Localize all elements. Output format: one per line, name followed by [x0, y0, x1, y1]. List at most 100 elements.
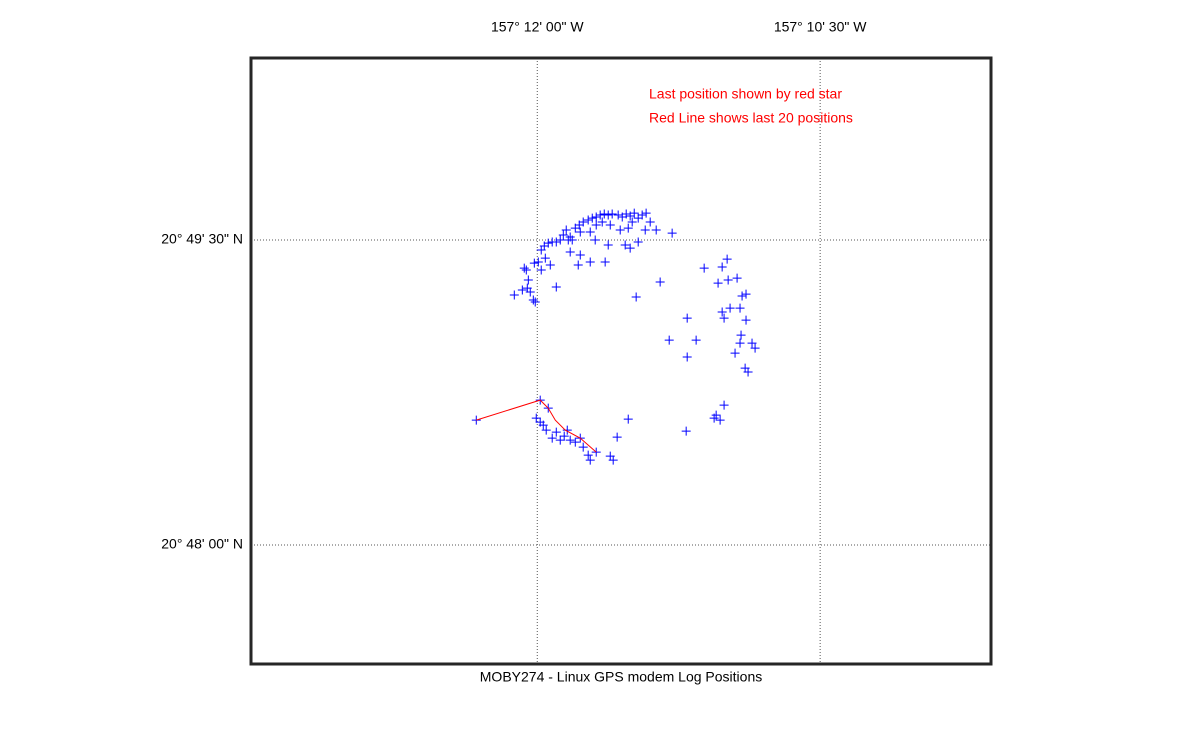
gps-point	[620, 240, 630, 250]
gps-point	[645, 217, 655, 227]
gps-point	[655, 277, 665, 287]
chart-title: MOBY274 - Linux GPS modem Log Positions	[480, 669, 762, 685]
gps-point	[555, 235, 565, 245]
plot-frame	[249, 56, 993, 666]
gps-point	[519, 263, 529, 273]
gps-point	[651, 225, 661, 235]
y-tick-label: 20° 49' 30" N	[161, 231, 243, 247]
gps-point	[591, 220, 601, 230]
annotation: Red Line shows last 20 positions	[649, 110, 853, 126]
gps-point	[735, 338, 745, 348]
gps-point	[533, 257, 543, 267]
gps-point	[578, 442, 588, 452]
gps-point	[540, 253, 550, 263]
gps-point	[600, 257, 610, 267]
gps-point	[587, 213, 597, 223]
gps-point	[625, 243, 635, 253]
gps-point	[567, 235, 577, 245]
x-tick-label: 157° 10' 30" W	[774, 19, 867, 35]
gps-point	[547, 433, 557, 443]
gps-point	[633, 237, 643, 247]
gps-point	[605, 220, 615, 230]
gps-point	[573, 260, 583, 270]
gps-point	[551, 427, 561, 437]
gps-point	[737, 291, 747, 301]
gps-point	[561, 225, 571, 235]
x-tick-label: 157° 12' 00" W	[491, 19, 584, 35]
gps-point	[629, 208, 639, 218]
gps-point	[528, 295, 538, 305]
gps-point	[613, 210, 623, 220]
gps-point	[517, 285, 527, 295]
gps-point	[585, 257, 595, 267]
gps-point	[730, 348, 740, 358]
gps-point	[575, 250, 585, 260]
gps-point	[538, 420, 548, 430]
gps-point	[612, 432, 622, 442]
gps-point	[682, 313, 692, 323]
gps-point	[717, 307, 727, 317]
annotation: Last position shown by red star	[649, 86, 842, 102]
gps-point	[529, 258, 539, 268]
gps-point	[627, 217, 637, 227]
gps-point	[570, 437, 580, 447]
gps-point	[559, 431, 569, 441]
gps-point	[709, 413, 719, 423]
gps-point	[631, 292, 641, 302]
gps-point	[640, 225, 650, 235]
gps-point	[747, 338, 757, 348]
gps-point	[591, 212, 601, 222]
gps-point	[717, 262, 727, 272]
track-line	[476, 399, 597, 453]
gps-point	[585, 455, 595, 465]
gps-point	[722, 254, 732, 264]
gps-point	[551, 237, 561, 247]
gps-point	[623, 414, 633, 424]
gps-point	[590, 235, 600, 245]
gps-point	[607, 209, 617, 219]
gps-point	[551, 282, 561, 292]
gps-point	[603, 210, 613, 220]
gps-point	[562, 425, 572, 435]
gps-point	[725, 303, 735, 313]
gps-point	[741, 315, 751, 325]
gps-point	[681, 426, 691, 436]
gps-point	[523, 275, 533, 285]
gps-point	[713, 278, 723, 288]
gps-point	[471, 415, 481, 425]
gps-point	[719, 400, 729, 410]
gps-point	[525, 287, 535, 297]
gps-point	[667, 228, 677, 238]
gps-point	[699, 263, 709, 273]
gps-point	[732, 273, 742, 283]
gps-point	[585, 227, 595, 237]
gps-point	[558, 230, 568, 240]
gps-point	[615, 225, 625, 235]
gps-point	[608, 455, 618, 465]
gps-point	[583, 215, 593, 225]
gps-point	[543, 238, 553, 248]
gps-point	[597, 217, 607, 227]
gps-point	[641, 208, 651, 218]
y-tick-label: 20° 48' 00" N	[161, 536, 243, 552]
gps-point	[565, 247, 575, 257]
gps-point	[521, 265, 531, 275]
gps-point	[603, 240, 613, 250]
gps-point	[595, 210, 605, 220]
gps-point	[691, 335, 701, 345]
gps-point	[565, 435, 575, 445]
gps-point	[531, 413, 541, 423]
gps-point	[599, 209, 609, 219]
gps-point	[736, 330, 746, 340]
gps-point	[509, 290, 519, 300]
gps-point	[545, 260, 555, 270]
gps-point	[623, 223, 633, 233]
gps-point	[715, 415, 725, 425]
gps-point	[750, 343, 760, 353]
gps-point	[723, 275, 733, 285]
gps-point	[575, 227, 585, 237]
gps-point	[741, 289, 751, 299]
